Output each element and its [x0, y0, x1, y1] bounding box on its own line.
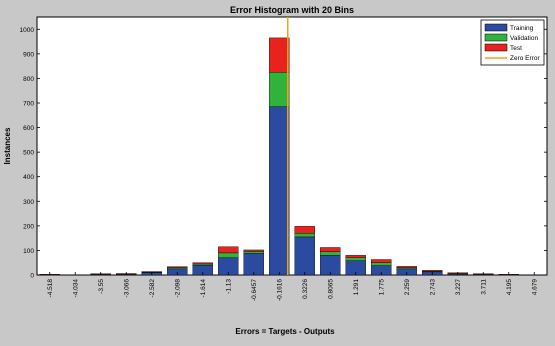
x-tick-label: 0.3226: [302, 279, 309, 299]
y-tick-label: 900: [23, 51, 34, 58]
bar-validation-11: [320, 251, 341, 256]
bar-validation-9: [269, 72, 290, 107]
x-axis: -4.518 -4.034 -3.55 -3.066 -2.582 -2.098 -1.61…: [47, 272, 538, 301]
bar-test-13: [371, 259, 392, 263]
x-tick-label: 1.775: [378, 279, 385, 296]
y-tick-label: 700: [23, 101, 34, 108]
legend-label-test: Test: [510, 45, 522, 52]
x-tick-label: -1.13: [225, 279, 232, 294]
x-tick-label: 1.291: [353, 279, 360, 296]
chart-title: Error Histogram with 20 Bins: [230, 5, 354, 15]
bars-group: [39, 37, 545, 276]
bar-test-9: [269, 37, 290, 73]
y-tick-label: 300: [23, 199, 34, 206]
bar-validation-12: [345, 257, 366, 261]
y-axis: 0 100 200 300 400 500 600 700 800 900 1000: [20, 27, 547, 280]
y-tick-label: 400: [23, 174, 34, 181]
bar-test-8: [243, 249, 264, 252]
y-tick-label: 1000: [20, 27, 35, 34]
bar-test-14: [396, 266, 417, 268]
x-tick-label: 2.259: [404, 279, 411, 296]
bar-test-6: [192, 262, 213, 265]
legend-swatch-validation: [484, 33, 508, 42]
legend-label-training: Training: [510, 25, 534, 32]
bar-validation-10: [294, 233, 315, 238]
bar-validation-8: [243, 251, 264, 254]
x-tick-label: 0.8065: [327, 279, 334, 299]
x-tick-label: -3.066: [123, 279, 130, 298]
x-tick-label: 4.195: [506, 279, 513, 296]
bar-test-11: [320, 247, 341, 252]
x-tick-label: -0.1616: [276, 279, 283, 301]
x-tick-label: -2.098: [174, 279, 181, 298]
bar-validation-13: [371, 262, 392, 266]
x-tick-label: 2.743: [429, 279, 436, 296]
legend-label-validation: Validation: [510, 35, 538, 42]
x-tick-label: 4.679: [531, 279, 538, 296]
x-tick-label: -1.614: [200, 279, 207, 298]
bar-training-8: [243, 253, 264, 276]
legend-swatch-training: [484, 23, 508, 32]
bar-test-7: [218, 246, 239, 254]
x-axis-label: Errors = Targets - Outputs: [235, 327, 335, 336]
x-tick-label: 3.227: [455, 279, 462, 296]
x-tick-label: -3.55: [98, 279, 105, 294]
x-tick-label: -0.6457: [251, 279, 258, 301]
bar-test-10: [294, 226, 315, 234]
bar-validation-7: [218, 252, 239, 258]
x-tick-label: -4.034: [72, 279, 79, 298]
y-tick-label: 600: [23, 125, 34, 132]
y-tick-label: 200: [23, 223, 34, 230]
bar-training-10: [294, 236, 315, 276]
x-tick-label: 3.711: [480, 279, 487, 295]
bar-training-9: [269, 106, 290, 276]
y-tick-label: 0: [30, 273, 34, 280]
legend-label-zero-error: Zero Error: [510, 55, 540, 62]
bar-test-12: [345, 255, 366, 258]
legend-swatch-test: [484, 43, 508, 52]
y-axis-label: Instances: [3, 127, 12, 164]
y-tick-label: 800: [23, 76, 34, 83]
legend: Training Validation Test Zero Error: [480, 19, 545, 66]
x-tick-label: -2.582: [149, 279, 156, 298]
y-tick-label: 100: [23, 248, 34, 255]
y-tick-label: 500: [23, 150, 34, 157]
plot-area: [36, 16, 548, 276]
bar-test-15: [422, 270, 443, 272]
bar-test-5: [167, 266, 188, 268]
x-tick-label: -4.518: [47, 279, 54, 298]
